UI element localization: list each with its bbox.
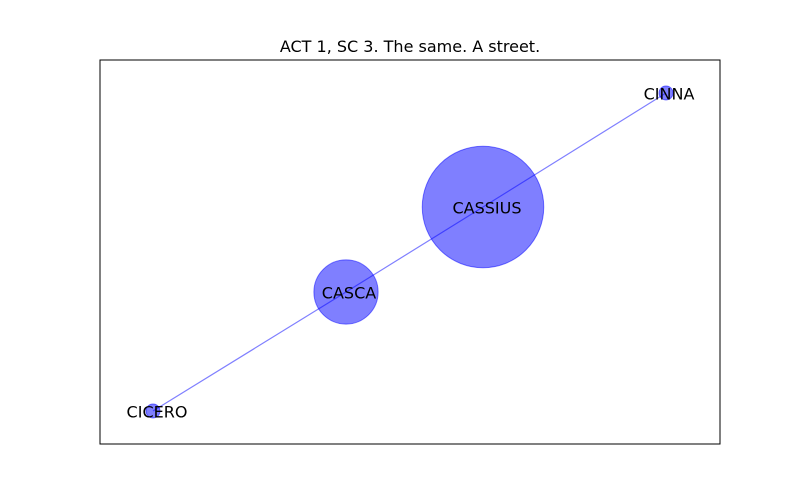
node-cicero [145, 403, 161, 419]
node-cassius [421, 145, 545, 269]
plot-frame [99, 59, 721, 445]
labels-layer: CINNA CASSIUS CASCA CICERO [127, 85, 695, 422]
edge-cicero-casca [152, 291, 347, 412]
node-label-cinna: CINNA [644, 85, 695, 104]
nodes-layer [145, 85, 674, 419]
node-label-cicero: CICERO [127, 403, 188, 422]
edges-layer [152, 92, 667, 412]
node-cinna [658, 85, 674, 101]
chart-title: ACT 1, SC 3. The same. A street. [280, 37, 540, 56]
node-casca [313, 259, 379, 325]
node-label-casca: CASCA [322, 284, 376, 303]
node-label-cassius: CASSIUS [452, 199, 521, 218]
